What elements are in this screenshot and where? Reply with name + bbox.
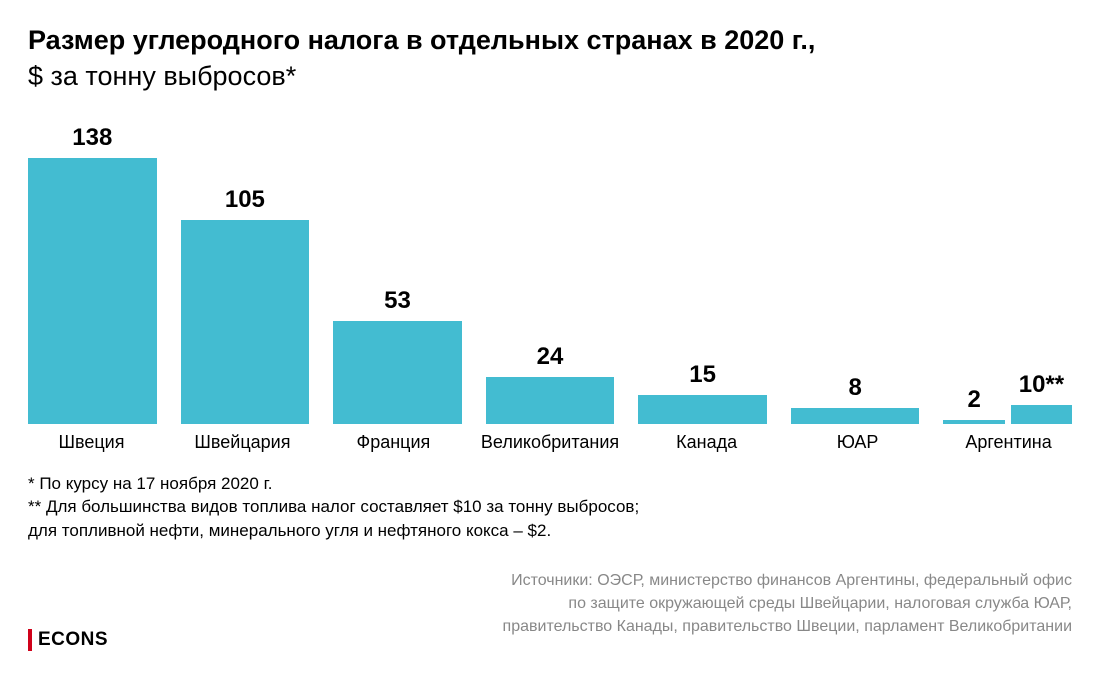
bar-group: 53: [333, 124, 462, 424]
bar-label: Аргентина: [945, 432, 1072, 453]
bar-rect: [943, 420, 1004, 424]
sources: Источники: ОЭСР, министерство финансов А…: [28, 569, 1072, 639]
footnote-2: ** Для большинства видов топлива налог с…: [28, 495, 1072, 519]
logo-text: ECONS: [38, 629, 108, 651]
sources-line-2: по защите окружающей среды Швейцарии, на…: [28, 592, 1072, 615]
bar-rect: [181, 220, 310, 424]
bar-rect: [1011, 405, 1072, 424]
bar-label: Великобритания: [481, 432, 619, 453]
bar-rect: [791, 408, 920, 424]
bar-label: Швейцария: [179, 432, 306, 453]
bar-label: ЮАР: [794, 432, 921, 453]
bar-label: Канада: [643, 432, 770, 453]
bar-group: 15: [638, 124, 767, 424]
bar-value: 8: [849, 374, 862, 402]
bar-group: 8: [791, 124, 920, 424]
bar-rect: [638, 395, 767, 424]
logo-accent-bar: [28, 629, 32, 651]
footnote-1: * По курсу на 17 ноября 2020 г.: [28, 472, 1072, 496]
bar-value: 15: [689, 361, 716, 389]
bar-group-argentina: 2 10**: [943, 124, 1072, 424]
bar-value: 24: [537, 343, 564, 371]
bar-value: 2: [967, 386, 980, 414]
bar-rect: [333, 321, 462, 424]
bar-value: 138: [72, 124, 112, 152]
bar-value: 105: [225, 186, 265, 214]
sources-line-3: правительство Канады, правительство Швец…: [28, 615, 1072, 638]
bar-value: 53: [384, 287, 411, 315]
bar-label: Швеция: [28, 432, 155, 453]
econs-logo: ECONS: [28, 629, 108, 651]
bar-rect: [28, 158, 157, 424]
bar-group: 138: [28, 124, 157, 424]
bar-label: Франция: [330, 432, 457, 453]
chart-title-line2: $ за тонну выбросов*: [28, 60, 1072, 94]
bar-group: 105: [181, 124, 310, 424]
sources-line-1: Источники: ОЭСР, министерство финансов А…: [28, 569, 1072, 592]
chart-title-line1: Размер углеродного налога в отдельных ст…: [28, 24, 1072, 58]
bar-value: 10**: [1019, 371, 1064, 399]
bar-group: 24: [486, 124, 615, 424]
footnote-3: для топливной нефти, минерального угля и…: [28, 519, 1072, 543]
footnotes: * По курсу на 17 ноября 2020 г. ** Для б…: [28, 472, 1072, 543]
bar-chart: 138 105 53 24 15 8 2 10** Швеция Швейцария Франци…: [28, 124, 1072, 454]
bar-rect: [486, 377, 615, 424]
